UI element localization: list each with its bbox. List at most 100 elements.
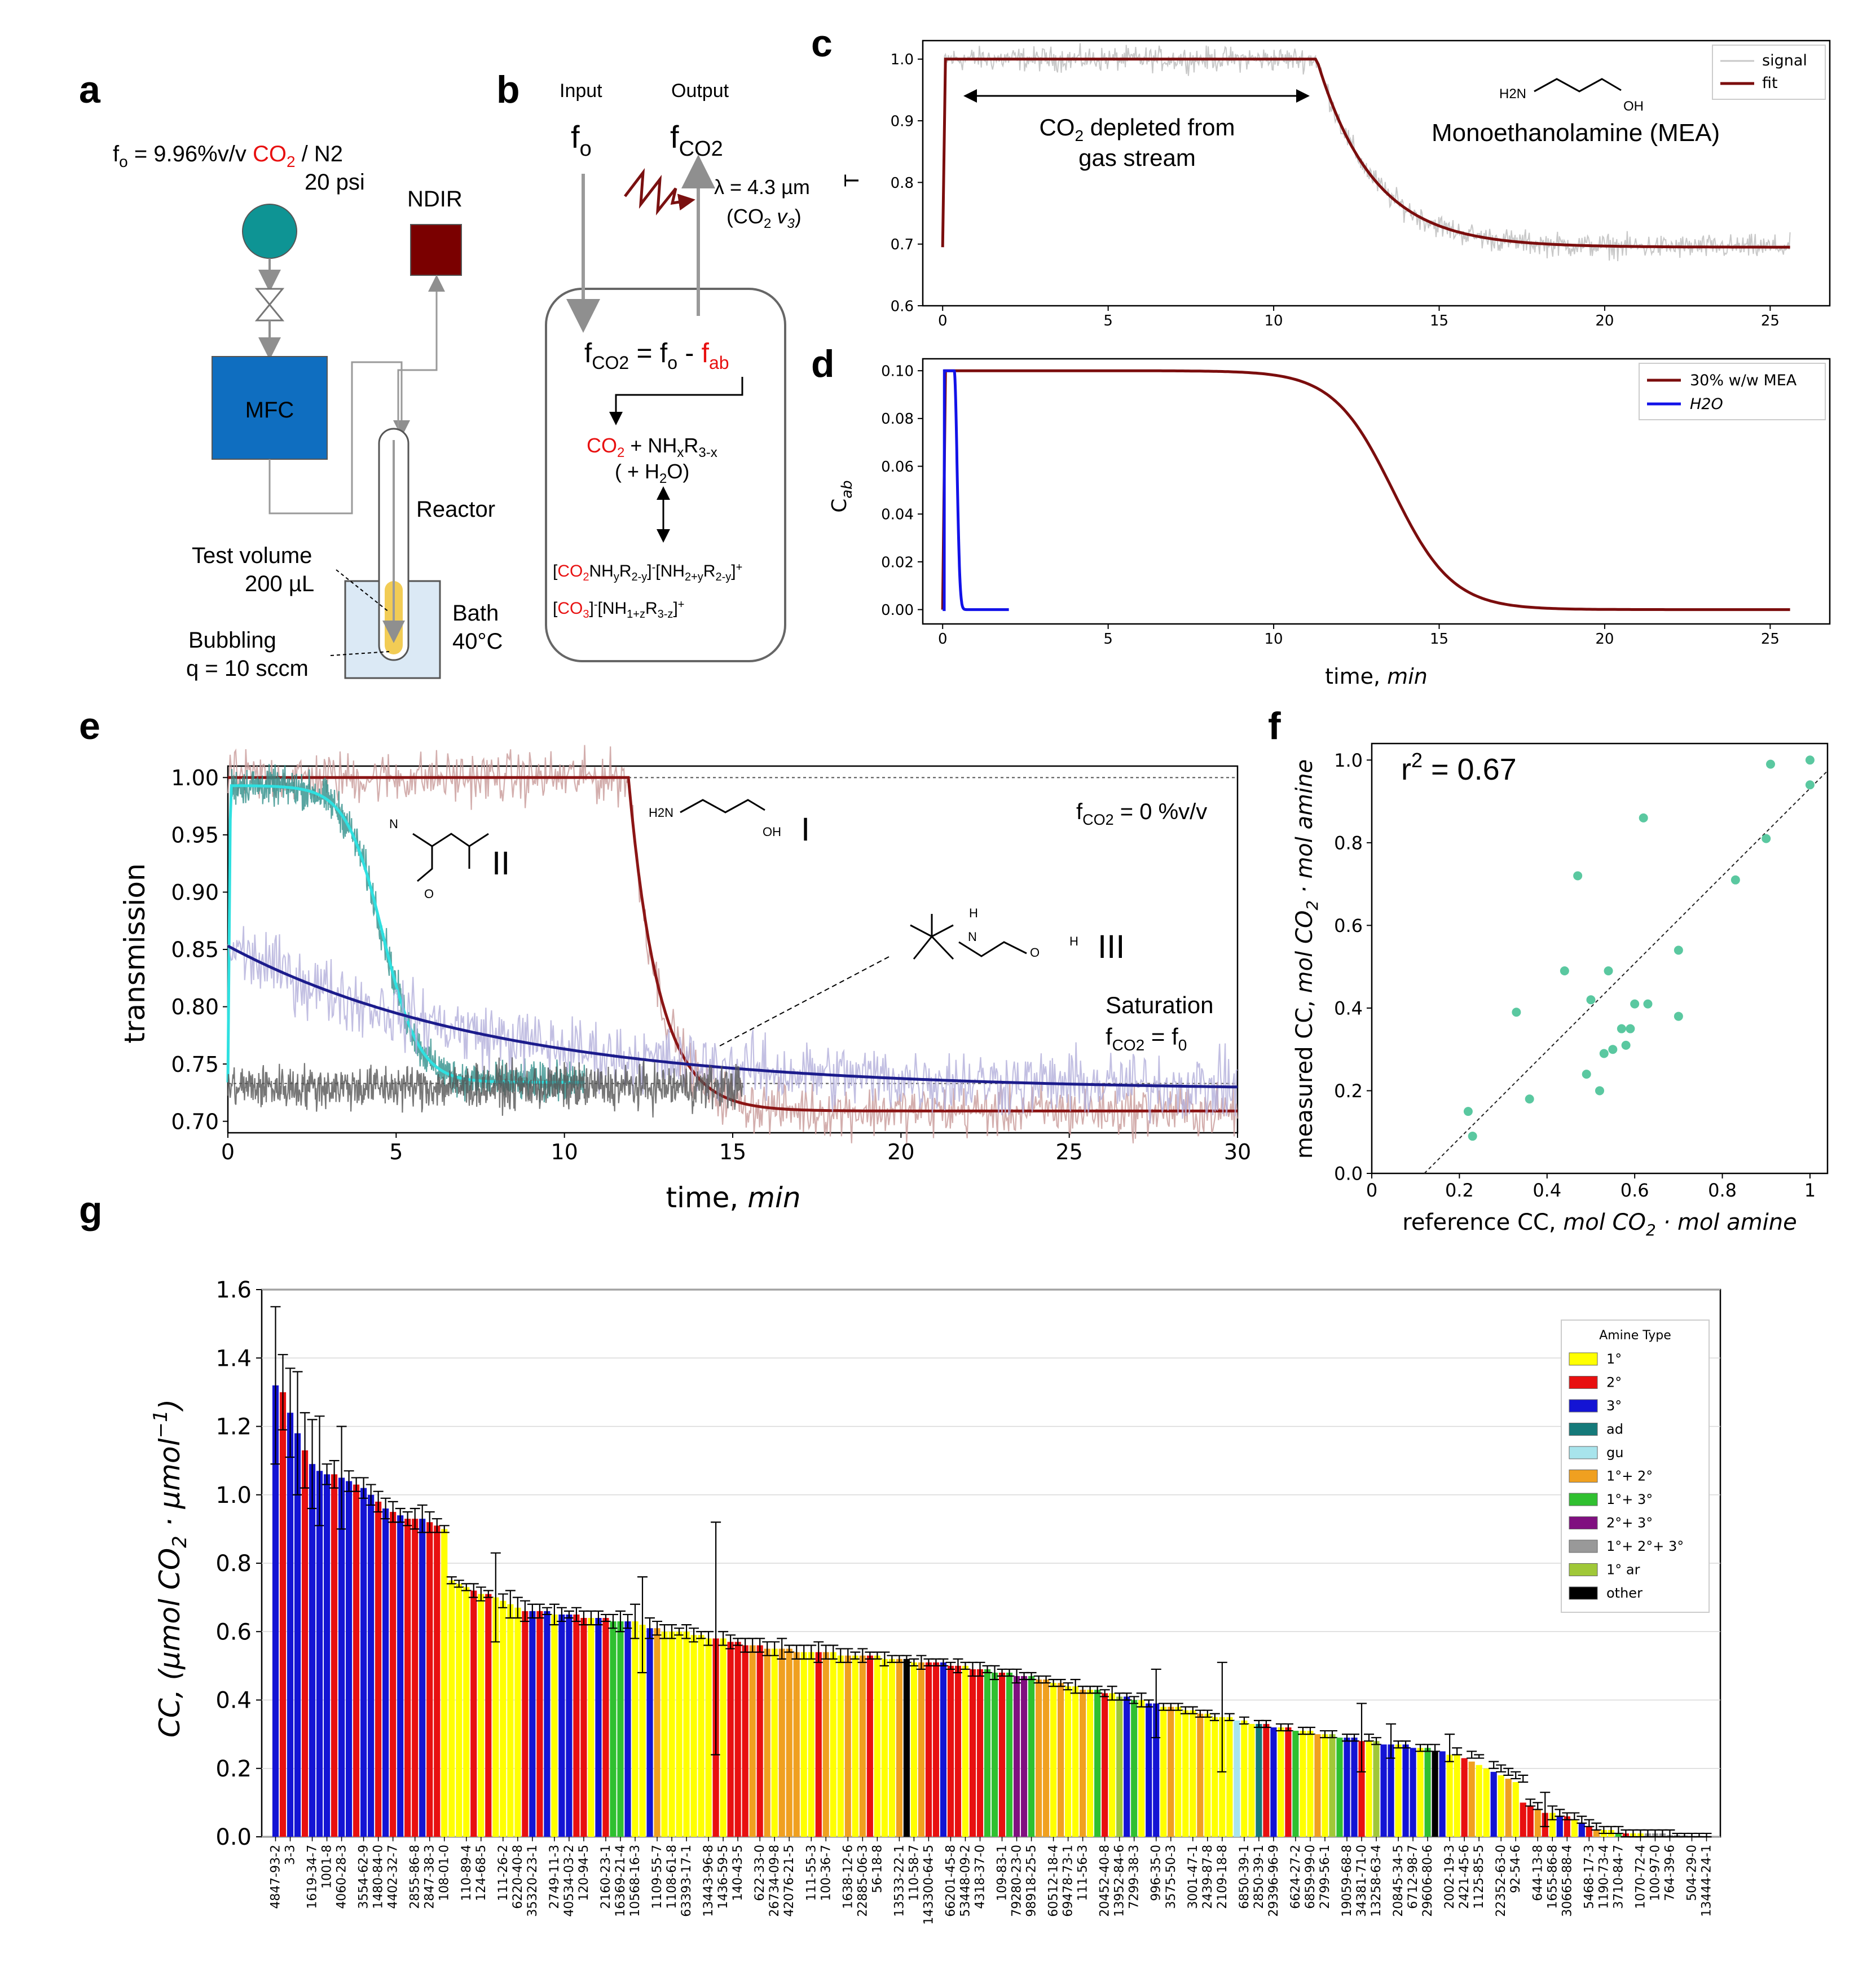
bar xyxy=(279,1392,287,1837)
bar xyxy=(1080,1690,1086,1837)
legend-swatch-p13 xyxy=(1569,1493,1598,1506)
x-tick-label: 5468-17-3 xyxy=(1582,1845,1596,1909)
bar xyxy=(852,1655,858,1837)
legend-title: Amine Type xyxy=(1599,1329,1671,1343)
x-tick-label: 622-33-0 xyxy=(753,1845,767,1901)
x-tick-label: 1001-8 xyxy=(320,1845,334,1889)
scatter-point xyxy=(1674,1011,1683,1021)
x-tick-label: 1108-61-8 xyxy=(665,1845,679,1909)
y-tick-label: 1.6 xyxy=(215,1277,252,1303)
y-tick-label: 0.8 xyxy=(891,175,914,192)
y-tick-label: 0.06 xyxy=(881,459,914,476)
x-tick-label: 5 xyxy=(1103,313,1113,329)
bar xyxy=(1373,1741,1380,1837)
bar xyxy=(1072,1686,1079,1837)
x-tick-label: 1190-73-4 xyxy=(1597,1845,1611,1909)
x-tick-label: 1655-86-8 xyxy=(1545,1845,1560,1909)
balance-to-reaction-arrow xyxy=(609,377,743,425)
bar xyxy=(925,1662,932,1837)
x-axis-label: reference CC, mol CO2 · mol amine xyxy=(1402,1209,1796,1239)
scatter-point xyxy=(1731,875,1740,885)
scatter-point xyxy=(1468,1132,1477,1141)
mol-II-nitrogen: N xyxy=(389,817,398,831)
legend-label: 30% w/w MEA xyxy=(1690,372,1797,389)
bar xyxy=(316,1471,323,1837)
bar xyxy=(1505,1778,1512,1837)
scatter-point xyxy=(1582,1070,1591,1079)
fit-line xyxy=(1424,770,1828,1174)
panel-label-b: b xyxy=(496,68,520,111)
panel-a-setup: fo = 9.96%v/v CO2 / N2 20 psi NDIR MFC R… xyxy=(113,142,503,681)
bar xyxy=(984,1669,991,1837)
x-tick-label: 143300-64-5 xyxy=(922,1845,936,1925)
bar xyxy=(368,1494,375,1837)
bar xyxy=(1402,1744,1409,1837)
reactor-box xyxy=(545,288,786,662)
series-line-blank xyxy=(227,1057,743,1118)
scatter-point xyxy=(1560,966,1569,975)
scatter-point xyxy=(1630,999,1640,1009)
scatter-point xyxy=(1766,759,1775,769)
depletion-label-2: gas stream xyxy=(1078,144,1196,171)
bar xyxy=(764,1648,770,1837)
y-tick-label: 0.7 xyxy=(891,236,914,253)
legend-swatch-p2 xyxy=(1569,1376,1598,1389)
bar xyxy=(551,1614,558,1837)
x-tick-label: 13258-63-4 xyxy=(1370,1845,1384,1917)
bar xyxy=(756,1645,763,1837)
x-tick-label: 2421-45-6 xyxy=(1458,1845,1472,1909)
bar xyxy=(1094,1690,1101,1837)
scatter-point xyxy=(1586,995,1596,1005)
x-tick-label: 20 xyxy=(1595,313,1614,329)
bar xyxy=(566,1614,573,1837)
scatter-point xyxy=(1608,1045,1618,1054)
bar xyxy=(1212,1717,1218,1837)
y-tick-label: 0.8 xyxy=(215,1551,252,1577)
bath-label: Bath xyxy=(452,601,499,626)
y-tick-label: 0.02 xyxy=(881,554,914,571)
bar xyxy=(1234,1720,1240,1837)
x-tick-label: 63393-17-1 xyxy=(680,1845,694,1917)
mea-molecule-name: Monoethanolamine (MEA) xyxy=(1432,119,1720,147)
series-line xyxy=(941,369,1790,612)
panel-label-a: a xyxy=(79,68,101,111)
bar xyxy=(301,1450,309,1837)
label-I: I xyxy=(801,811,810,848)
x-tick-label: 4060-28-3 xyxy=(335,1845,349,1909)
bar xyxy=(918,1662,924,1837)
bar xyxy=(536,1611,543,1837)
y-tick-label: 1.00 xyxy=(171,766,219,790)
legend-label-p123: 1°+ 2°+ 3° xyxy=(1606,1538,1684,1554)
bar xyxy=(1160,1706,1167,1837)
bar xyxy=(588,1618,595,1837)
test-volume-label: Test volume xyxy=(192,543,312,568)
bar xyxy=(683,1631,690,1837)
bar xyxy=(1322,1734,1328,1837)
panel-label-c: c xyxy=(811,22,833,65)
x-tick-label: 25 xyxy=(1761,313,1780,329)
bar xyxy=(1490,1771,1497,1837)
molecule-II-icon xyxy=(412,833,489,882)
bar xyxy=(874,1655,880,1837)
depletion-label-1: CO2 depleted from xyxy=(1039,114,1235,144)
bath-temperature: 40°C xyxy=(452,629,503,654)
bar xyxy=(1058,1683,1064,1837)
legend-label-p1: 1° xyxy=(1606,1351,1622,1367)
bar xyxy=(991,1673,998,1837)
x-tick-label: 111-26-2 xyxy=(496,1845,510,1901)
bar xyxy=(1395,1744,1402,1837)
bar xyxy=(1314,1734,1321,1837)
bar xyxy=(1549,1813,1556,1837)
bar xyxy=(338,1477,345,1837)
bar xyxy=(910,1662,917,1837)
bar xyxy=(1087,1690,1094,1837)
bar xyxy=(749,1645,756,1837)
y-tick-label: 0.75 xyxy=(171,1052,219,1077)
scatter-point xyxy=(1463,1107,1473,1116)
x-tick-label: 79280-23-0 xyxy=(1010,1845,1024,1917)
x-tick-label: 100-97-0 xyxy=(1648,1845,1662,1901)
legend-swatch-p1 xyxy=(1569,1352,1598,1366)
bar xyxy=(419,1519,426,1837)
legend-label: H2O xyxy=(1690,395,1723,413)
